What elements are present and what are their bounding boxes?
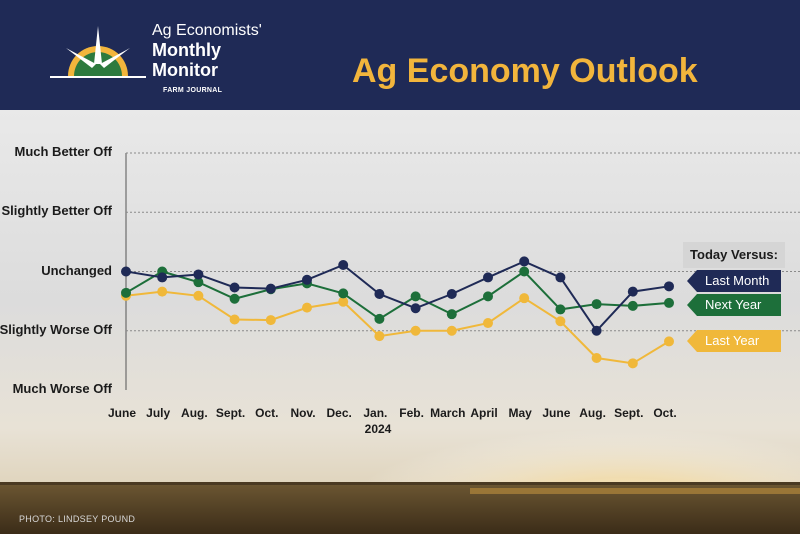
data-point-last-year	[374, 331, 385, 342]
data-point-last-month	[627, 286, 638, 297]
data-point-last-month	[446, 289, 457, 300]
data-point-last-year	[265, 315, 276, 326]
data-point-next-year	[483, 291, 493, 302]
x-tick-label: Jan.	[363, 406, 388, 420]
x-tick-label: Sept.	[614, 406, 644, 420]
data-point-next-year	[121, 287, 131, 298]
data-point-last-year	[446, 325, 457, 336]
logo-monitor: Monitor	[152, 60, 218, 80]
legend-title: Today Versus:	[683, 242, 785, 268]
data-point-last-year	[483, 318, 493, 329]
y-tick-label: Slightly Better Off	[1, 203, 112, 219]
data-point-last-month	[157, 272, 168, 283]
x-tick-label: Aug.	[181, 406, 208, 420]
data-point-last-year	[519, 293, 530, 304]
header-band	[0, 0, 800, 110]
data-point-next-year	[555, 304, 566, 315]
x-tick-label: Oct.	[255, 406, 279, 420]
x-tick-label: Nov.	[290, 406, 316, 420]
logo-line-2: Monthly Monitor	[152, 40, 221, 80]
data-point-next-year	[338, 288, 349, 299]
x-tick-label: Dec.	[326, 406, 352, 420]
data-point-last-year	[664, 336, 674, 347]
data-point-last-month	[410, 303, 421, 314]
data-point-last-month	[555, 272, 566, 283]
y-tick-label: Much Better Off	[14, 144, 113, 159]
series-line-last-month	[125, 260, 670, 333]
x-tick-label: Sept.	[215, 406, 246, 420]
data-point-last-month	[338, 259, 349, 270]
data-point-last-month	[229, 282, 240, 293]
data-point-next-year	[410, 291, 421, 302]
data-point-next-year	[664, 297, 674, 308]
data-point-next-year	[591, 299, 602, 310]
sun-logo-icon	[50, 26, 146, 78]
x-tick-label: June	[107, 406, 137, 420]
data-point-last-month	[519, 256, 530, 267]
data-point-last-month	[374, 289, 385, 300]
legend-next-year: Next Year	[687, 294, 781, 316]
page-title: Ag Economy Outlook	[352, 52, 698, 90]
y-tick-label: Unchanged	[41, 262, 112, 278]
logo-line-1: Ag Economists'	[152, 22, 262, 39]
data-point-last-month	[302, 274, 312, 285]
year-marker-label: 2024	[364, 422, 392, 436]
data-point-last-month	[121, 266, 131, 277]
data-point-last-year	[193, 290, 204, 301]
data-point-last-year	[555, 316, 566, 327]
x-tick-label: June	[542, 406, 571, 420]
data-point-last-year	[229, 314, 240, 325]
data-point-last-year	[410, 325, 421, 336]
data-point-next-year	[627, 300, 638, 311]
data-point-last-year	[338, 296, 349, 307]
data-point-last-month	[265, 283, 276, 294]
data-point-next-year	[374, 313, 385, 324]
data-point-next-year	[446, 309, 457, 320]
x-tick-label: July	[146, 406, 171, 420]
x-tick-label: March	[430, 406, 466, 420]
y-tick-label: Much Worse Off	[12, 381, 112, 396]
data-point-last-year	[627, 358, 638, 369]
series-line-last-year	[125, 290, 670, 365]
x-tick-label: April	[470, 406, 498, 420]
x-tick-label: May	[508, 406, 532, 420]
logo-monthly: Monthly	[152, 40, 221, 60]
photo-credit: PHOTO: LINDSEY POUND	[19, 514, 136, 524]
data-point-next-year	[229, 293, 240, 304]
legend-last-year: Last Year	[687, 330, 781, 352]
data-point-last-year	[591, 353, 602, 364]
x-tick-label: Aug.	[579, 406, 606, 420]
y-tick-label: Slightly Worse Off	[0, 321, 112, 337]
data-point-last-month	[483, 272, 493, 283]
x-tick-label: Oct.	[653, 406, 677, 420]
farm-journal-brand: FARM JOURNAL	[163, 87, 223, 94]
data-point-next-year	[193, 277, 204, 288]
data-point-last-year	[302, 302, 312, 313]
x-tick-label: Feb.	[399, 406, 424, 420]
data-point-last-month	[193, 269, 204, 280]
legend-last-month: Last Month	[687, 270, 781, 292]
data-point-last-month	[664, 281, 674, 292]
data-point-last-year	[157, 286, 168, 297]
data-point-next-year	[519, 266, 530, 277]
data-point-last-month	[591, 325, 602, 336]
series-line-next-year	[125, 270, 670, 321]
